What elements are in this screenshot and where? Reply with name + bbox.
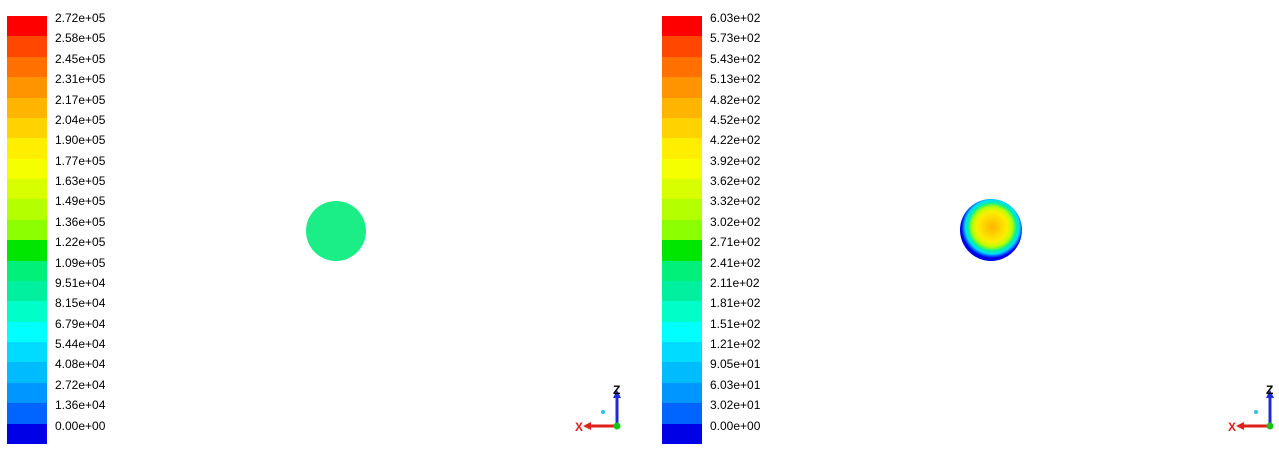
colorbar-tick-label: 4.08e+04 <box>55 357 106 372</box>
colorbar-tick-label: 2.31e+05 <box>55 72 106 87</box>
colorbar-swatch <box>7 382 47 404</box>
colorbar-swatch <box>662 260 702 282</box>
colorbar-swatch <box>662 382 702 404</box>
colorbar-tick-label: 6.03e+02 <box>710 11 761 25</box>
colorbar-swatch <box>7 240 47 262</box>
z-axis-label-right: Z <box>1266 383 1273 397</box>
colorbar-swatch <box>7 97 47 119</box>
colorbar-swatch <box>662 158 702 180</box>
x-axis-label-right: X <box>1228 420 1236 434</box>
colorbar-tick-label: 4.22e+02 <box>710 133 761 148</box>
colorbar-tick-label: 4.82e+02 <box>710 92 761 107</box>
colorbar-swatch <box>662 179 702 200</box>
colorbar-swatch <box>7 342 47 363</box>
colorbar-tick-label: 5.13e+02 <box>710 72 761 87</box>
colorbar-tick-label: 6.03e+01 <box>710 377 761 392</box>
colorbar-tick-label: 1.81e+02 <box>710 296 761 311</box>
disk-right <box>960 199 1022 261</box>
colorbar-swatch <box>662 56 702 78</box>
colorbar-tick-label: 0.00e+00 <box>55 418 106 433</box>
colorbar-tick-label: 3.62e+02 <box>710 174 761 189</box>
colorbar-left <box>7 16 47 445</box>
colorbar-tick-label: 2.72e+04 <box>55 377 106 392</box>
colorbar-swatch <box>7 280 47 302</box>
disk-left <box>306 201 366 261</box>
colorbar-swatch <box>662 36 702 58</box>
colorbar-tick-label: 2.41e+02 <box>710 255 761 270</box>
colorbar-tick-label: 1.63e+05 <box>55 174 106 189</box>
colorbar-tick-label: 6.79e+04 <box>55 316 106 331</box>
colorbar-tick-label: 3.02e+01 <box>710 398 761 413</box>
colorbar-right <box>662 16 702 445</box>
colorbar-tick-label: 5.43e+02 <box>710 51 761 66</box>
right-contour-panel: 6.03e+02 5.73e+02 5.43e+02 5.13e+02 4.82e+02… <box>655 0 1279 451</box>
colorbar-tick-label: 9.05e+01 <box>710 357 761 372</box>
colorbar-swatch <box>662 77 702 99</box>
colorbar-tick-label: 3.02e+02 <box>710 214 761 229</box>
colorbar-tick-label: 1.22e+05 <box>55 235 106 250</box>
colorbar-tick-label: 2.04e+05 <box>55 112 106 127</box>
colorbar-swatch <box>662 16 702 37</box>
axis-triad-right: Z X <box>1228 383 1274 434</box>
colorbar-tick-label: 3.92e+02 <box>710 153 761 168</box>
colorbar-swatch <box>662 301 702 323</box>
colorbar-swatch <box>662 138 702 160</box>
left-contour-panel: 2.72e+05 2.58e+05 2.45e+05 2.31e+05 2.17e+05… <box>7 11 621 445</box>
colorbar-tick-label: 2.17e+05 <box>55 92 106 107</box>
colorbar-tick-label: 1.51e+02 <box>710 316 761 331</box>
colorbar-tick-label: 2.11e+02 <box>710 275 760 290</box>
colorbar-tick-label: 0.00e+00 <box>710 418 761 433</box>
colorbar-tick-label: 3.32e+02 <box>710 194 761 209</box>
colorbar-tick-label: 5.73e+02 <box>710 31 761 46</box>
colorbar-tick-label: 5.44e+04 <box>55 337 106 352</box>
colorbar-tick-label: 2.45e+05 <box>55 51 106 66</box>
colorbar-tick-label: 2.58e+05 <box>55 31 106 46</box>
colorbar-swatch <box>662 199 702 221</box>
z-axis-label-left: Z <box>613 383 620 397</box>
colorbar-swatch <box>662 362 702 384</box>
colorbar-swatch <box>662 423 702 445</box>
x-axis-label-left: X <box>575 420 583 434</box>
colorbar-tick-label: 1.36e+04 <box>55 398 106 413</box>
colorbar-swatch <box>7 158 47 180</box>
colorbar-swatch <box>7 423 47 445</box>
colorbar-swatch <box>662 117 702 139</box>
colorbar-tick-label: 1.90e+05 <box>55 133 106 148</box>
contour-plot-left <box>306 201 366 261</box>
colorbar-swatch <box>7 179 47 200</box>
colorbar-swatch <box>662 240 702 262</box>
colorbar-swatch <box>7 321 47 343</box>
colorbar-swatch <box>662 219 702 241</box>
colorbar-swatch <box>7 219 47 241</box>
colorbar-swatch <box>7 199 47 221</box>
colorbar-swatch <box>7 403 47 425</box>
colorbar-tick-label: 2.71e+02 <box>710 235 761 250</box>
colorbar-swatch <box>662 321 702 343</box>
colorbar-tick-label: 1.77e+05 <box>55 153 106 168</box>
colorbar-swatch <box>7 138 47 160</box>
colorbar-tick-label: 1.21e+02 <box>710 337 761 352</box>
colorbar-tick-label: 9.51e+04 <box>55 275 106 290</box>
colorbar-tick-label: 1.36e+05 <box>55 214 106 229</box>
colorbar-swatch <box>662 280 702 302</box>
contour-plot-right <box>960 199 1022 261</box>
colorbar-swatch <box>662 403 702 425</box>
colorbar-swatch <box>7 77 47 99</box>
colorbar-swatch <box>7 117 47 139</box>
colorbar-swatch <box>7 362 47 384</box>
colorbar-swatch <box>7 16 47 37</box>
colorbar-tick-label: 8.15e+04 <box>55 296 106 311</box>
colorbar-swatch <box>662 342 702 363</box>
colorbar-swatch <box>662 97 702 119</box>
colorbar-tick-label: 1.49e+05 <box>55 194 106 209</box>
colorbar-swatch <box>7 301 47 323</box>
colorbar-tick-label: 2.72e+05 <box>55 11 106 25</box>
colorbar-tick-label: 1.09e+05 <box>55 255 106 270</box>
colorbar-swatch <box>7 260 47 282</box>
colorbar-swatch <box>7 36 47 58</box>
colorbar-tick-label: 4.52e+02 <box>710 112 761 127</box>
colorbar-swatch <box>7 56 47 78</box>
axis-triad-left: Z X <box>575 383 621 434</box>
